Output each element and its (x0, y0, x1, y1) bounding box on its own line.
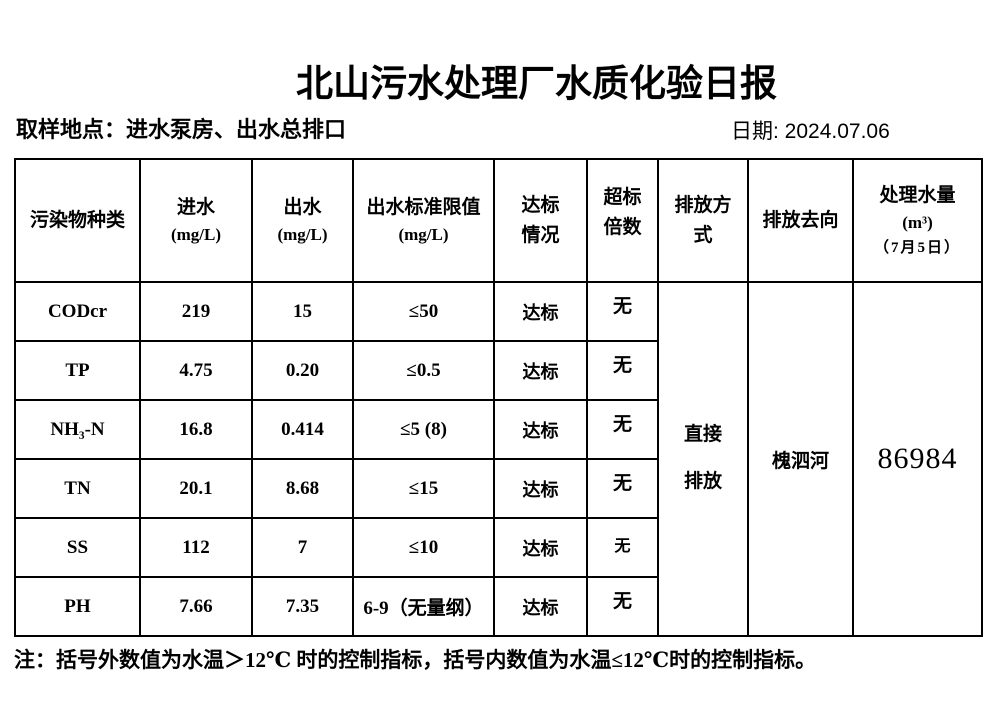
cell-influent: 219 (139, 281, 253, 342)
cell-influent: 7.66 (139, 576, 253, 637)
table-row-codcr: CODcr 219 15 ≤50 达标 无 直接 排放 槐泗河 86984 (14, 281, 983, 637)
col-header-discharge-destination: 排放去向 (747, 158, 854, 283)
cell-pollutant: TP (14, 340, 141, 401)
limit-unit: (mg/L) (398, 225, 449, 245)
cell-treated-volume: 86984 (852, 281, 983, 637)
cell-exceedance: 无 (586, 281, 659, 342)
cell-limit: ≤0.5 (352, 340, 495, 401)
cell-limit: 6-9（无量纲） (352, 576, 495, 637)
col-header-pollutant: 污染物种类 (14, 158, 141, 283)
col-header-effluent: 出水 (mg/L) (251, 158, 354, 283)
cell-effluent: 7.35 (251, 576, 354, 637)
cell-effluent: 8.68 (251, 458, 354, 519)
cell-exceedance: 无 (586, 517, 659, 578)
cell-limit: ≤15 (352, 458, 495, 519)
report-date-label: 日期: 2024.07.06 (731, 120, 890, 143)
header-row: 污染物种类 进水 (mg/L) 出水 (mg/L) 出水标准限值 (mg/L) … (14, 158, 983, 283)
cell-compliance: 达标 (493, 517, 588, 578)
cell-influent: 20.1 (139, 458, 253, 519)
cell-effluent: 15 (251, 281, 354, 342)
cell-influent: 4.75 (139, 340, 253, 401)
effluent-unit: (mg/L) (277, 225, 328, 245)
sampling-location-label: 取样地点：进水泵房、出水总排口 (16, 117, 347, 142)
table-row-tp: TP 4.75 0.20 ≤0.5 达标 无 (14, 340, 982, 401)
cell-limit: ≤50 (352, 281, 495, 342)
cell-effluent: 0.20 (251, 340, 354, 401)
cell-pollutant: SS (14, 517, 141, 578)
volume-date: （7月5日） (873, 239, 961, 256)
cell-exceedance: 无 (586, 576, 659, 637)
cell-compliance: 达标 (493, 576, 588, 637)
col-header-influent: 进水 (mg/L) (139, 158, 253, 283)
col-header-limit: 出水标准限值 (mg/L) (352, 158, 495, 283)
cell-limit: ≤10 (352, 517, 495, 578)
col-header-exceedance: 超标 倍数 (586, 158, 659, 283)
cell-discharge-destination: 槐泗河 (747, 281, 854, 637)
cell-influent: 112 (139, 517, 253, 578)
cell-pollutant: NH₃-N (14, 399, 141, 460)
page-title-text: 北山污水处理厂水质化验日报 (296, 64, 777, 105)
col-header-treated-volume: 处理水量 (m³) （7月5日） (852, 158, 983, 283)
cell-pollutant: CODcr (14, 281, 141, 342)
cell-effluent: 7 (251, 517, 354, 578)
cell-compliance: 达标 (493, 340, 588, 401)
cell-pollutant: TN (14, 458, 141, 519)
cell-compliance: 达标 (493, 281, 588, 342)
footnote: 注：括号外数值为水温＞12℃ 时的控制指标，括号内数值为水温≤12℃时的控制指标… (14, 648, 817, 672)
table-row-ph: PH 7.66 7.35 6-9（无量纲） 达标 无 (14, 576, 982, 637)
volume-unit: (m³) (902, 213, 933, 233)
col-header-discharge-method: 排放方 式 (657, 158, 749, 283)
col-header-pollutant-label: 污染物种类 (29, 209, 125, 231)
cell-exceedance: 无 (586, 458, 659, 519)
cell-exceedance: 无 (586, 340, 659, 401)
cell-influent: 16.8 (139, 399, 253, 460)
cell-compliance: 达标 (493, 458, 588, 519)
page-title: 北山污水处理厂水质化验日报 (0, 53, 999, 107)
cell-compliance: 达标 (493, 399, 588, 460)
cell-exceedance: 无 (586, 399, 659, 460)
influent-unit: (mg/L) (170, 225, 222, 245)
col-header-compliance: 达标 情况 (493, 158, 588, 283)
water-quality-table: 污染物种类 进水 (mg/L) 出水 (mg/L) 出水标准限值 (mg/L) … (14, 158, 983, 637)
table-row-tn: TN 20.1 8.68 ≤15 达标 无 (14, 458, 982, 519)
table-row-nh3n: NH₃-N 16.8 0.414 ≤5 (8) 达标 无 (14, 399, 982, 460)
table-row-ss: SS 112 7 ≤10 达标 无 (14, 517, 982, 578)
cell-effluent: 0.414 (251, 399, 354, 460)
cell-limit: ≤5 (8) (352, 399, 495, 460)
cell-discharge-method: 直接 排放 (657, 281, 749, 637)
cell-pollutant: PH (14, 576, 141, 637)
